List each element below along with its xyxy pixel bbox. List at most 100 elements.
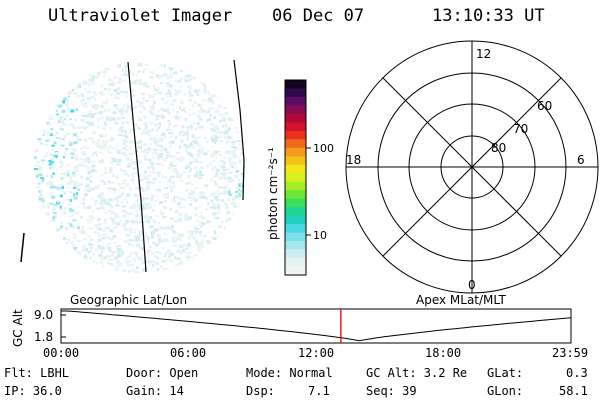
image-pixel [115, 196, 119, 200]
image-pixel [199, 191, 204, 194]
image-pixel [68, 140, 71, 144]
image-pixel [103, 247, 106, 250]
image-pixel [182, 134, 186, 137]
image-pixel [223, 157, 226, 159]
image-pixel [171, 132, 174, 135]
image-pixel [158, 123, 162, 127]
image-pixel [195, 136, 198, 139]
image-pixel [42, 134, 45, 136]
image-pixel [116, 92, 120, 95]
glon-value: 58.1 [559, 384, 588, 398]
image-pixel [167, 167, 172, 169]
image-pixel [93, 91, 96, 95]
image-pixel [203, 83, 206, 87]
image-pixel [233, 146, 237, 149]
image-pixel [116, 106, 119, 109]
image-pixel [173, 124, 178, 128]
image-pixel [134, 79, 139, 82]
image-pixel [138, 272, 142, 273]
image-pixel [172, 181, 175, 185]
image-pixel [150, 70, 154, 74]
image-pixel [115, 203, 120, 207]
image-pixel [79, 158, 83, 161]
image-pixel [123, 172, 128, 176]
image-pixel [155, 143, 158, 147]
image-pixel [85, 248, 89, 252]
image-pixel [138, 79, 141, 83]
image-pixel [82, 80, 87, 84]
image-pixel [123, 139, 127, 143]
image-pixel [72, 124, 75, 128]
image-pixel [145, 130, 149, 134]
image-pixel [202, 191, 205, 195]
image-pixel [84, 254, 87, 258]
image-pixel [184, 146, 188, 149]
image-pixel [198, 89, 201, 93]
image-pixel [162, 131, 166, 134]
image-pixel [229, 162, 234, 165]
image-pixel [110, 161, 114, 165]
image-pixel [104, 134, 107, 138]
image-pixel [148, 259, 153, 263]
image-pixel [139, 239, 143, 242]
image-pixel [218, 225, 223, 229]
image-pixel [213, 175, 218, 178]
image-pixel [123, 71, 127, 74]
image-pixel [82, 126, 87, 129]
image-pixel [129, 128, 134, 131]
image-pixel [212, 203, 217, 207]
image-pixel [81, 230, 85, 234]
image-pixel [135, 213, 139, 217]
image-pixel [136, 202, 140, 206]
image-pixel [117, 183, 122, 186]
image-pixel [60, 144, 65, 147]
image-pixel [63, 135, 67, 137]
image-pixel [192, 121, 195, 124]
image-pixel [155, 114, 160, 118]
image-pixel [140, 148, 143, 152]
image-pixel [221, 192, 224, 195]
image-pixel [170, 175, 175, 178]
image-pixel [75, 108, 79, 112]
image-pixel [136, 266, 139, 270]
image-pixel [216, 150, 220, 153]
image-pixel [144, 126, 147, 130]
image-pixel [84, 96, 87, 99]
image-pixel [138, 233, 141, 237]
image-pixel [98, 151, 103, 154]
image-pixel [140, 197, 144, 200]
image-pixel [186, 255, 191, 258]
image-pixel [181, 234, 183, 237]
image-pixel [100, 147, 103, 150]
image-pixel [215, 198, 220, 201]
image-pixel [171, 103, 175, 106]
image-pixel [140, 247, 145, 251]
image-pixel [166, 109, 169, 112]
image-pixel [83, 160, 87, 163]
image-pixel [72, 135, 74, 138]
image-pixel [162, 227, 165, 231]
image-pixel [97, 217, 100, 220]
image-pixel [138, 257, 142, 260]
image-pixel [198, 176, 203, 179]
image-pixel [95, 75, 100, 79]
image-pixel [161, 260, 166, 263]
image-pixel [148, 134, 151, 137]
image-pixel [157, 158, 160, 161]
image-pixel [164, 239, 169, 242]
image-pixel [140, 132, 145, 135]
image-pixel [227, 180, 232, 183]
image-pixel [60, 120, 63, 124]
image-pixel [124, 182, 129, 186]
image-pixel [113, 159, 117, 163]
image-pixel [77, 163, 82, 167]
image-pixel [176, 249, 181, 253]
image-pixel [189, 77, 192, 80]
image-pixel [93, 252, 95, 256]
image-pixel [182, 243, 186, 247]
image-pixel [65, 186, 69, 189]
image-pixel [199, 150, 204, 154]
image-pixel [177, 90, 182, 94]
image-pixel [229, 152, 232, 155]
image-pixel [87, 190, 91, 193]
